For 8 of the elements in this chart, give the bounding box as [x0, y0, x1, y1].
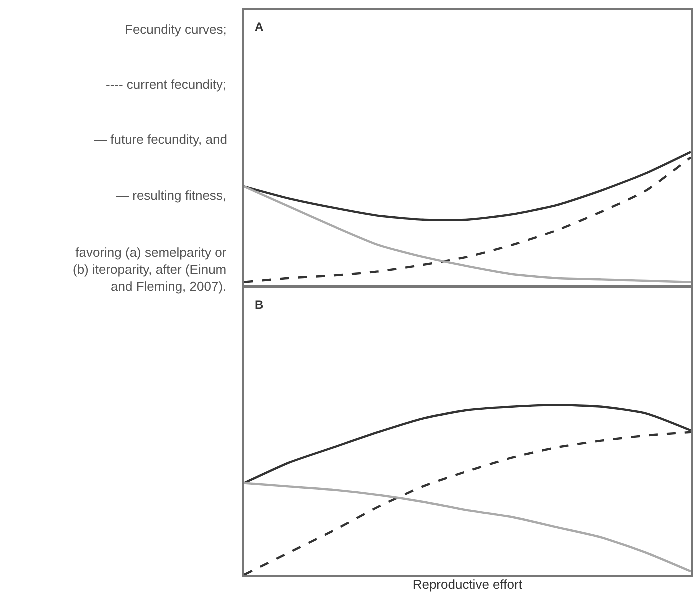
chart-title: A	[255, 20, 264, 34]
chart-title: B	[255, 298, 264, 312]
text: Fecundity curves;	[125, 22, 227, 37]
text: ---- current fecundity;	[106, 77, 227, 92]
x-axis-title: Reproductive effort	[412, 577, 523, 592]
text: — future fecundity, and	[94, 132, 228, 147]
text: favoring (a) semelparity or (b) iteroparity, after (Einum and Fleming, 2007).	[73, 245, 228, 294]
text: — resulting fitness,	[116, 188, 227, 203]
